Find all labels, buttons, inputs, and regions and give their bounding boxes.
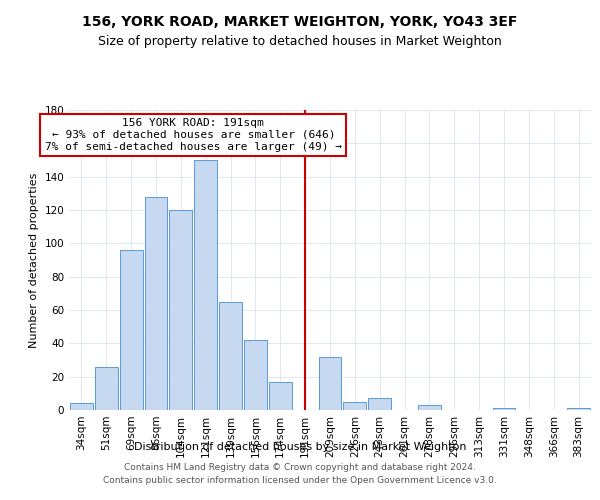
Bar <box>567 408 590 410</box>
Text: Size of property relative to detached houses in Market Weighton: Size of property relative to detached ho… <box>98 35 502 48</box>
Bar <box>418 405 441 410</box>
Text: 156 YORK ROAD: 191sqm
← 93% of detached houses are smaller (646)
7% of semi-deta: 156 YORK ROAD: 191sqm ← 93% of detached … <box>45 118 342 152</box>
Bar <box>120 250 143 410</box>
Text: Contains HM Land Registry data © Crown copyright and database right 2024.
Contai: Contains HM Land Registry data © Crown c… <box>103 464 497 485</box>
Text: Distribution of detached houses by size in Market Weighton: Distribution of detached houses by size … <box>134 442 466 452</box>
Y-axis label: Number of detached properties: Number of detached properties <box>29 172 39 348</box>
Bar <box>368 398 391 410</box>
Bar <box>493 408 515 410</box>
Bar <box>145 196 167 410</box>
Bar <box>269 382 292 410</box>
Bar <box>70 404 93 410</box>
Bar <box>244 340 267 410</box>
Bar <box>194 160 217 410</box>
Bar <box>219 302 242 410</box>
Text: 156, YORK ROAD, MARKET WEIGHTON, YORK, YO43 3EF: 156, YORK ROAD, MARKET WEIGHTON, YORK, Y… <box>82 15 518 29</box>
Bar <box>343 402 366 410</box>
Bar <box>319 356 341 410</box>
Bar <box>95 366 118 410</box>
Bar <box>169 210 192 410</box>
